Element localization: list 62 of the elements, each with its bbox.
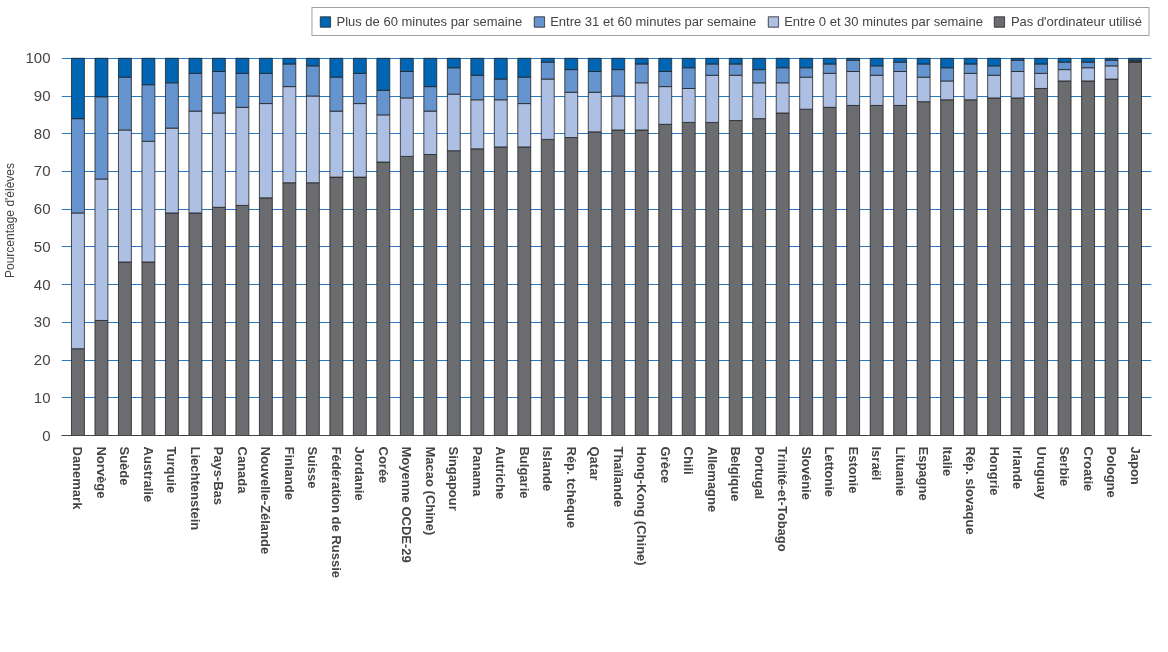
x-tick-label: Bulgarie: [516, 446, 532, 499]
x-tick-label: Qatar: [587, 446, 603, 481]
x-tick-label: Panama: [469, 446, 485, 498]
x-tick-label: Chili: [681, 446, 697, 475]
x-tick-label: Italie: [939, 446, 955, 477]
x-tick-label: Belgique: [728, 446, 744, 502]
x-tick-label: Croatie: [1080, 446, 1096, 492]
x-tick-label: Portugal: [751, 446, 767, 500]
x-tick-label: Jordanie: [352, 446, 368, 501]
legend-label: Entre 0 et 30 minutes par semaine: [784, 14, 983, 29]
x-tick-label: Espagne: [916, 446, 932, 501]
x-tick-label: Allemagne: [704, 446, 720, 513]
x-tick-label: Estonie: [845, 446, 861, 494]
x-tick-label: Suède: [117, 446, 133, 486]
x-tick-label: Islande: [540, 446, 556, 492]
x-tick-label: Pays-Bas: [211, 446, 227, 506]
x-tick-label: Australie: [140, 446, 156, 503]
x-tick-label: Norvège: [93, 446, 109, 499]
x-tick-label: Trinité-et-Tobago: [775, 446, 791, 552]
x-tick-label: Danemark: [70, 446, 86, 511]
x-tick-label: Pologne: [1104, 446, 1120, 498]
x-tick-label: Turquie: [164, 446, 180, 494]
x-tick-label: Slovénie: [798, 446, 814, 500]
x-tick-label: Grèce: [657, 446, 673, 484]
legend-label: Entre 31 et 60 minutes par semaine: [550, 14, 757, 29]
legend-label: Plus de 60 minutes par semaine: [336, 14, 523, 29]
x-tick-label: Uruguay: [1033, 446, 1049, 500]
y-tick-label: 40: [33, 275, 51, 293]
x-tick-label: Rép. slovaque: [963, 446, 979, 535]
x-tick-label: Nouvelle-Zélande: [258, 446, 274, 555]
x-tick-label: Moyenne OCDE-29: [399, 446, 415, 563]
x-tick-label: Macao (Chine): [422, 446, 438, 536]
x-tick-label: Singapour: [446, 446, 462, 511]
y-tick-label: 50: [33, 237, 51, 255]
x-tick-label: Thaïlande: [610, 446, 626, 508]
y-tick-label: 90: [33, 87, 51, 105]
x-tick-label: Canada: [234, 446, 250, 495]
x-tick-label: Lituanie: [892, 446, 908, 497]
x-tick-label: Fédération de Russie: [328, 446, 344, 578]
x-tick-label: Hongrie: [986, 446, 1002, 496]
y-tick-label: 70: [33, 162, 51, 180]
x-tick-label: Lettonie: [822, 446, 838, 498]
x-tick-label: Irlande: [1010, 446, 1026, 490]
x-tick-label: Liechtenstein: [187, 446, 203, 531]
y-tick-label: 30: [33, 313, 51, 331]
x-tick-label: Suisse: [305, 446, 321, 489]
y-tick-label: 10: [33, 388, 51, 406]
y-tick-label: 80: [33, 124, 51, 142]
y-axis-title: Pourcentage d'élèves: [3, 162, 18, 279]
y-tick-label: 0: [42, 426, 51, 444]
y-tick-label: 20: [33, 351, 51, 369]
x-tick-label: Autriche: [493, 446, 509, 500]
x-tick-label: Corée: [375, 446, 391, 484]
x-tick-label: Serbie: [1057, 446, 1073, 487]
x-tick-label: Hong-Kong (Chine): [634, 446, 650, 566]
y-tick-label: 60: [33, 200, 51, 218]
x-tick-label: Japon: [1127, 446, 1143, 485]
legend-label: Pas d'ordinateur utilisé: [1010, 14, 1142, 29]
x-tick-label: Rép. tchèque: [563, 446, 579, 529]
y-tick-label: 100: [25, 49, 51, 67]
x-tick-label: Israël: [869, 446, 885, 481]
x-tick-label: Finlande: [281, 446, 297, 500]
